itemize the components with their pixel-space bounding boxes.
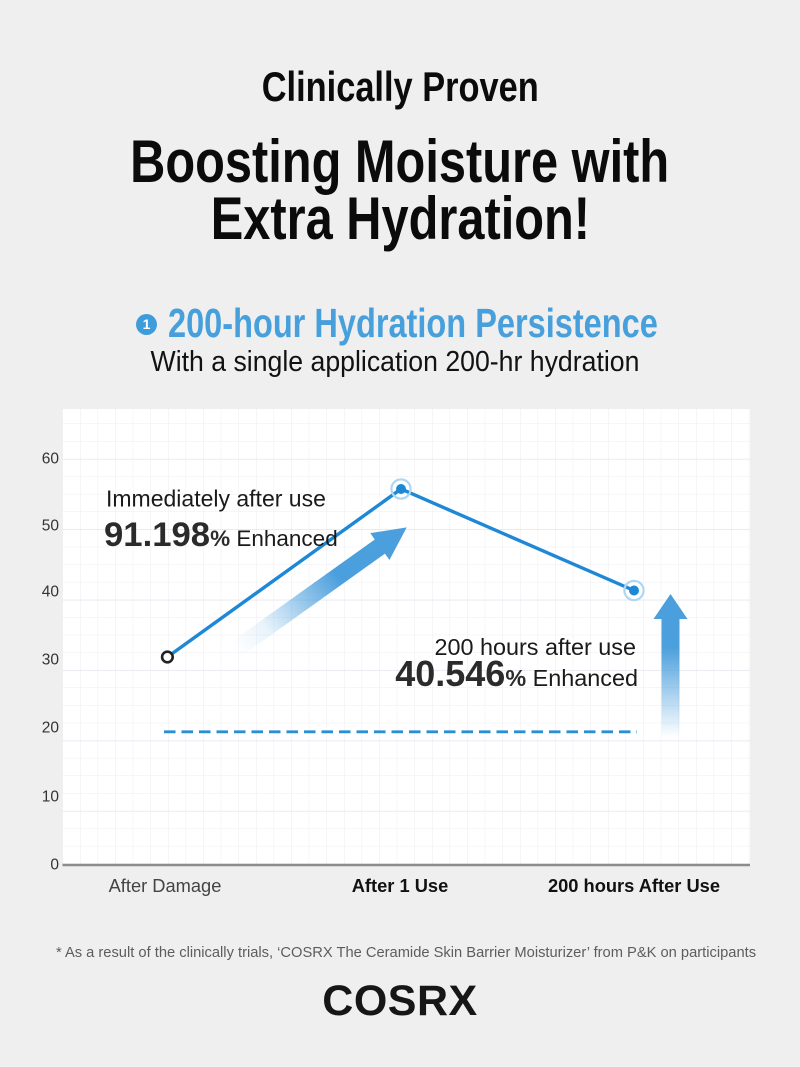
svg-text:200 hours After Use: 200 hours After Use (548, 875, 720, 896)
svg-text:After Damage: After Damage (109, 875, 222, 896)
svg-text:50: 50 (42, 517, 60, 534)
svg-text:40.546% Enhanced: 40.546% Enhanced (395, 653, 638, 694)
svg-text:Immediately after use: Immediately after use (106, 486, 326, 512)
svg-text:0: 0 (50, 856, 59, 873)
svg-text:60: 60 (42, 450, 60, 467)
svg-text:40: 40 (42, 583, 60, 600)
svg-text:After 1 Use: After 1 Use (352, 875, 449, 896)
svg-text:30: 30 (42, 651, 60, 668)
svg-text:20: 20 (42, 719, 60, 736)
svg-text:10: 10 (42, 788, 60, 805)
svg-text:200 hours after use: 200 hours after use (434, 634, 636, 660)
